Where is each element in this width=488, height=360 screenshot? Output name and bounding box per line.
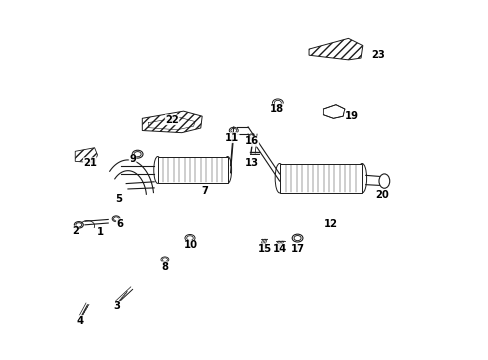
Ellipse shape <box>113 217 119 221</box>
Text: 6: 6 <box>116 219 123 229</box>
Ellipse shape <box>74 222 83 228</box>
Text: 21: 21 <box>83 158 97 168</box>
Text: 10: 10 <box>183 240 197 250</box>
Polygon shape <box>158 157 227 183</box>
Ellipse shape <box>272 99 283 107</box>
Ellipse shape <box>112 216 120 222</box>
Polygon shape <box>75 148 97 163</box>
Ellipse shape <box>186 236 193 240</box>
Text: 13: 13 <box>244 158 258 168</box>
Text: 20: 20 <box>375 190 388 200</box>
Ellipse shape <box>153 157 162 183</box>
Polygon shape <box>279 163 362 193</box>
Ellipse shape <box>293 235 301 240</box>
Text: 9: 9 <box>129 154 136 164</box>
Ellipse shape <box>134 152 141 157</box>
Text: 2: 2 <box>72 226 79 236</box>
Ellipse shape <box>76 223 81 227</box>
Ellipse shape <box>275 163 284 193</box>
Ellipse shape <box>249 135 253 138</box>
Polygon shape <box>308 39 362 60</box>
Text: 1: 1 <box>97 227 103 237</box>
Ellipse shape <box>161 257 168 262</box>
Text: 15: 15 <box>258 244 272 254</box>
Ellipse shape <box>162 258 167 261</box>
Ellipse shape <box>132 150 142 158</box>
Polygon shape <box>142 111 202 133</box>
Text: 8: 8 <box>161 262 168 272</box>
Ellipse shape <box>223 157 231 183</box>
Ellipse shape <box>184 234 195 242</box>
Text: 17: 17 <box>290 244 304 254</box>
Text: 4: 4 <box>77 316 83 325</box>
Ellipse shape <box>357 163 366 193</box>
Text: 3: 3 <box>114 301 121 311</box>
Ellipse shape <box>229 127 238 134</box>
Text: 19: 19 <box>345 111 358 121</box>
Text: 7: 7 <box>201 186 208 197</box>
Ellipse shape <box>292 234 303 242</box>
Text: 14: 14 <box>272 244 286 254</box>
Text: 11: 11 <box>224 133 239 143</box>
Text: 12: 12 <box>323 219 337 229</box>
Text: 18: 18 <box>269 104 283 114</box>
Text: 23: 23 <box>370 50 384 60</box>
Ellipse shape <box>248 134 254 139</box>
Text: 5: 5 <box>115 194 122 204</box>
Text: 22: 22 <box>165 115 179 125</box>
Polygon shape <box>323 105 344 118</box>
Ellipse shape <box>230 129 236 132</box>
Ellipse shape <box>274 100 281 105</box>
Text: 16: 16 <box>244 136 258 146</box>
Ellipse shape <box>378 174 389 188</box>
